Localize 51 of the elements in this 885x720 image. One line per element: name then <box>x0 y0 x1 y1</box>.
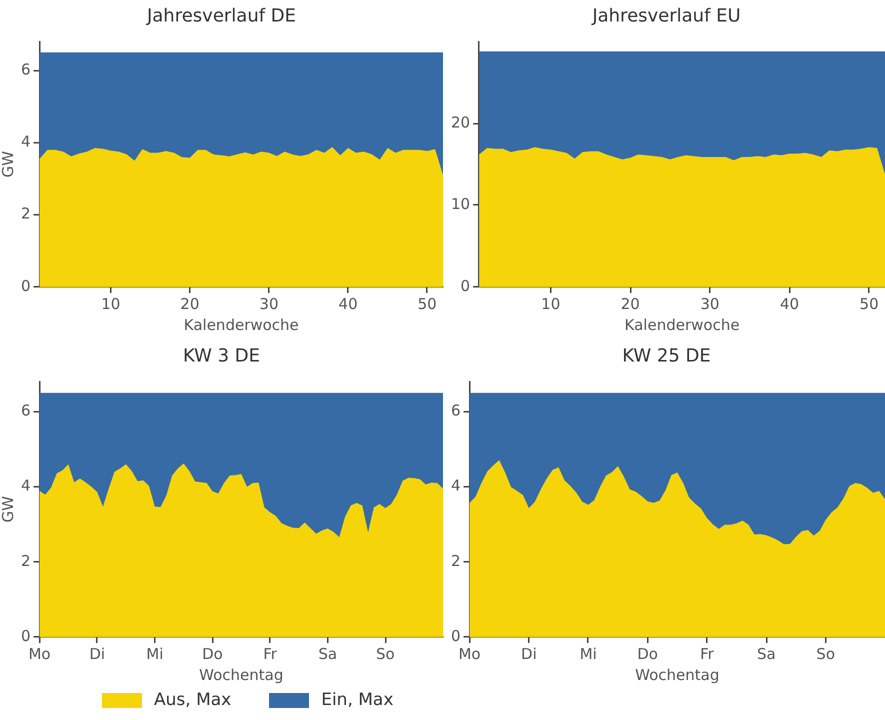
x-tick-label: 50 <box>418 294 437 313</box>
x-tick-label: Mo <box>458 644 481 663</box>
y-tick-label: 4 <box>20 132 31 151</box>
x-tick-label: 50 <box>860 294 879 313</box>
x-tick-label: Sa <box>318 644 338 663</box>
chart-title: KW 25 DE <box>622 345 711 366</box>
legend-label: Aus, Max <box>154 690 232 710</box>
x-tick-label: Mi <box>580 644 597 663</box>
x-tick-label: Sa <box>756 644 776 663</box>
x-tick-label: Fr <box>263 644 278 663</box>
x-tick-label: 40 <box>780 294 800 313</box>
x-axis-title: Wochentag <box>635 666 720 684</box>
y-tick-label: 0 <box>460 276 470 295</box>
x-tick-label: Do <box>637 644 658 663</box>
x-tick-label: 20 <box>180 294 200 313</box>
x-tick-label: 20 <box>620 294 640 313</box>
x-tick-label: 40 <box>338 294 358 313</box>
y-axis-title: GW <box>0 496 17 523</box>
x-tick-label: Mi <box>146 644 164 663</box>
x-axis-title: Wochentag <box>199 666 284 684</box>
y-tick-label: 2 <box>450 552 461 570</box>
x-tick-label: 30 <box>259 294 279 313</box>
y-tick-label: 2 <box>20 204 31 223</box>
x-tick-label: Do <box>202 644 223 663</box>
x-axis-title: Kalenderwoche <box>184 316 299 334</box>
chart-title: Jahresverlauf DE <box>146 5 296 26</box>
y-tick-label: 6 <box>450 402 461 420</box>
y-tick-label: 20 <box>450 113 470 132</box>
y-tick-label: 0 <box>450 626 461 645</box>
y-tick-label: 6 <box>20 402 31 420</box>
legend-label: Ein, Max <box>321 690 394 710</box>
x-tick-label: So <box>816 644 835 663</box>
chart-title: Jahresverlauf EU <box>591 5 741 26</box>
y-tick-label: 0 <box>20 626 31 645</box>
x-tick-label: 10 <box>541 294 560 313</box>
y-tick-label: 6 <box>20 60 31 78</box>
x-tick-label: So <box>376 644 395 663</box>
x-tick-label: Mo <box>28 644 51 663</box>
x-tick-label: Fr <box>700 644 715 663</box>
y-axis-title: GW <box>0 150 17 178</box>
x-tick-label: Di <box>89 644 106 663</box>
y-tick-label: 4 <box>450 476 461 495</box>
y-tick-label: 4 <box>20 476 31 495</box>
chart-title: KW 3 DE <box>182 345 260 366</box>
x-tick-label: Di <box>521 644 537 663</box>
y-tick-label: 2 <box>20 552 31 570</box>
x-axis-title: Kalenderwoche <box>624 316 740 334</box>
y-tick-label: 10 <box>450 195 470 214</box>
x-tick-label: 10 <box>101 294 120 313</box>
x-tick-label: 30 <box>700 294 720 313</box>
y-tick-label: 0 <box>20 276 31 295</box>
